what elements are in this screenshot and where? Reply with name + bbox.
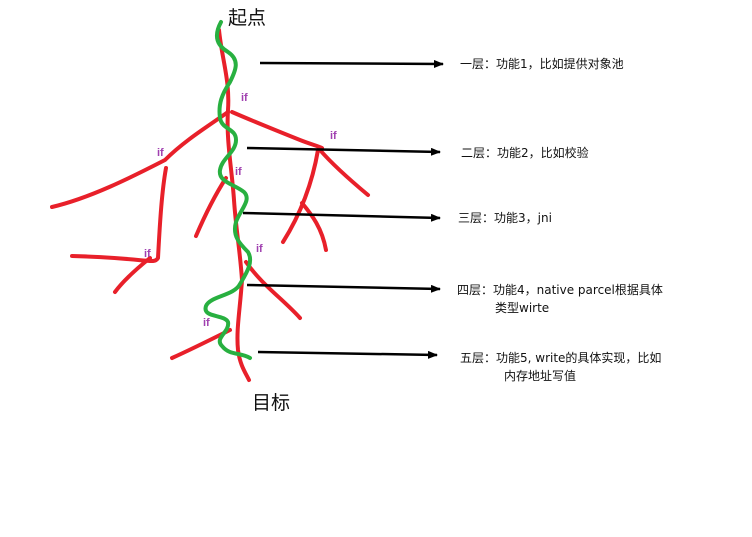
if-tag: if [203, 317, 210, 329]
arrow-layer-4 [246, 283, 441, 293]
layer-5-line2: 内存地址写值 [504, 369, 577, 383]
if-tag: if [256, 243, 263, 255]
if-tag: if [144, 248, 151, 260]
right-upper-branch [230, 110, 324, 150]
layer-arrows [242, 59, 444, 359]
end-label: 目标 [252, 392, 291, 414]
layer-5-line1: 五层：功能5, write的具体实现，比如 [460, 351, 662, 365]
arrow-layer-5 [257, 350, 438, 359]
layer-4-line1: 四层：功能4，native parcel根据具体 [457, 283, 663, 297]
red-branch-tree [50, 28, 370, 382]
right-lower-twig [244, 260, 302, 320]
arrow-layer-2 [246, 146, 441, 156]
layer-1-line1: 一层：功能1，比如提供对象池 [460, 57, 624, 71]
arrow-layer-1 [259, 59, 444, 68]
start-label: 起点 [228, 7, 267, 29]
layer-4-text: 四层：功能4，native parcel根据具体 类型wirte [457, 281, 663, 317]
layer-3-line1: 三层：功能3，jni [458, 211, 552, 225]
layer-2-line1: 二层：功能2，比如校验 [461, 146, 589, 160]
middle-left-twig [194, 176, 228, 238]
left-upper-branch [50, 110, 230, 209]
if-tag: if [241, 92, 248, 104]
green-execution-path [203, 20, 253, 360]
arrow-layer-3 [242, 211, 441, 222]
right-sub-branch-a [318, 148, 370, 197]
layer-4-line2: 类型wirte [495, 301, 550, 315]
if-tag: if [330, 130, 337, 142]
right-sub-branch-c [300, 201, 328, 252]
right-sub-branch-b [281, 148, 320, 244]
layer-1-text: 一层：功能1，比如提供对象池 [460, 55, 624, 73]
left-lower-branch [113, 256, 152, 294]
layer-2-text: 二层：功能2，比如校验 [461, 144, 589, 162]
if-tag: if [235, 166, 242, 178]
left-drop-branch [70, 166, 168, 264]
layer-5-text: 五层：功能5, write的具体实现，比如 内存地址写值 [460, 349, 661, 385]
layer-3-text: 三层：功能3，jni [458, 209, 552, 227]
if-tag: if [157, 147, 164, 159]
